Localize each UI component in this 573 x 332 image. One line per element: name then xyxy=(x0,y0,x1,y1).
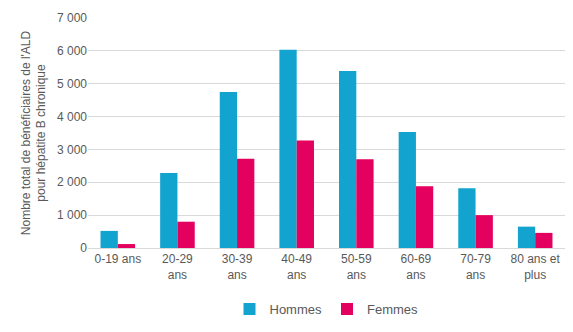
svg-text:Hommes: Hommes xyxy=(270,302,323,317)
svg-text:0-19 ans: 0-19 ans xyxy=(94,252,141,266)
svg-text:Nombre total de bénéficiaires: Nombre total de bénéficiaires de l'ALDpo… xyxy=(19,30,49,235)
svg-text:5 000: 5 000 xyxy=(57,77,87,91)
svg-text:6 000: 6 000 xyxy=(57,44,87,58)
svg-text:70-79ans: 70-79ans xyxy=(460,252,491,282)
svg-text:50-59ans: 50-59ans xyxy=(341,252,372,282)
svg-text:40-49ans: 40-49ans xyxy=(281,252,312,282)
svg-text:3 000: 3 000 xyxy=(57,143,87,157)
svg-text:2 000: 2 000 xyxy=(57,175,87,189)
svg-text:30-39ans: 30-39ans xyxy=(222,252,253,282)
svg-text:1 000: 1 000 xyxy=(57,208,87,222)
svg-text:0: 0 xyxy=(80,241,87,255)
svg-text:Femmes: Femmes xyxy=(367,302,418,317)
svg-text:4 000: 4 000 xyxy=(57,110,87,124)
svg-text:80 ans etplus: 80 ans etplus xyxy=(511,252,561,282)
svg-text:20-29ans: 20-29ans xyxy=(162,252,193,282)
svg-text:7 000: 7 000 xyxy=(57,11,87,25)
svg-text:60-69ans: 60-69ans xyxy=(401,252,432,282)
